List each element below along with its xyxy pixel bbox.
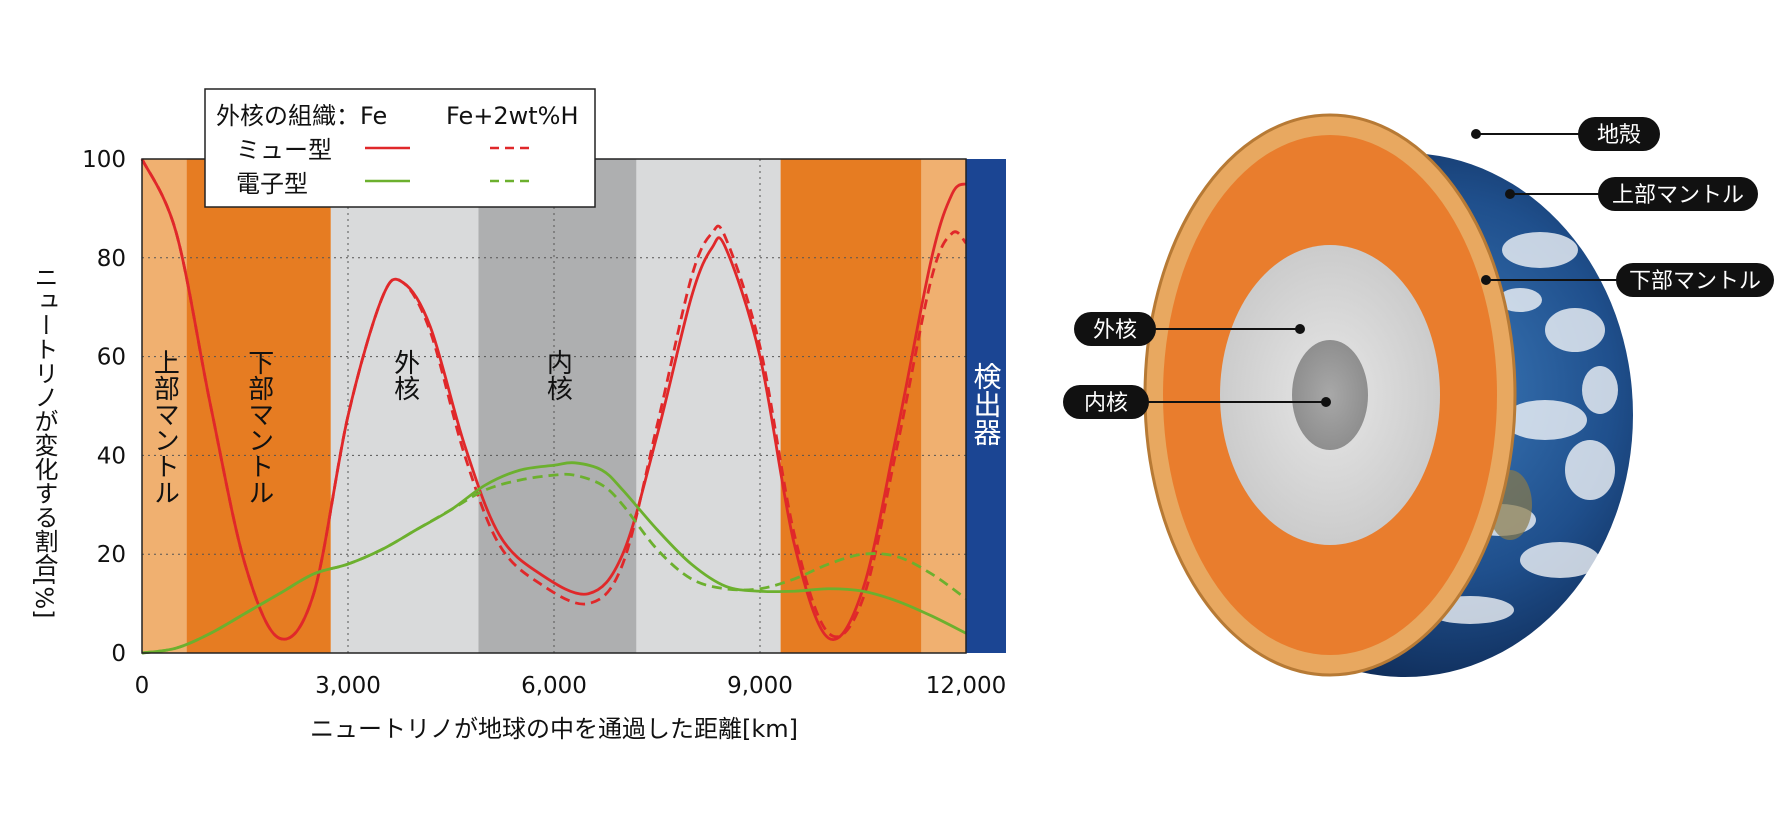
detector-band — [966, 159, 1006, 653]
callout-dot — [1295, 324, 1305, 334]
x-tick-label: 0 — [135, 673, 150, 699]
detector-label: 検出器 — [970, 362, 1003, 446]
region-label: 内核 — [542, 349, 572, 401]
x-tick-label: 12,000 — [926, 673, 1006, 699]
grid — [142, 159, 966, 653]
callout-pill — [1074, 312, 1156, 346]
series-lines — [140, 158, 968, 655]
callout-pill — [1063, 385, 1149, 419]
callout-pill — [1616, 263, 1774, 297]
callout-outer-core: 外核 — [1074, 312, 1305, 346]
region-labels: 上部マントル 下部マントル 外核 内核 — [149, 349, 572, 505]
region-label: 下部マントル — [244, 349, 274, 505]
callout-upper-mantle: 上部マントル — [1505, 177, 1758, 211]
legend-header2: Fe+2wt%H — [446, 102, 579, 130]
y-axis-title: ニュートリノが変化する割合[%] — [30, 265, 58, 619]
callout-inner-core: 内核 — [1063, 385, 1331, 419]
series-line-2 — [141, 461, 967, 655]
region-band — [636, 159, 781, 653]
callout-dot — [1505, 189, 1515, 199]
callout-dot — [1471, 129, 1481, 139]
x-tick-label: 9,000 — [727, 673, 793, 699]
earth-cross-section: 地殻 上部マントル 下部マントル 外核 内核 — [1063, 113, 1774, 677]
legend-label-muon: ミュー型 — [236, 136, 332, 164]
callout-outer-core-label: 外核 — [1093, 318, 1137, 343]
region-band — [478, 159, 637, 653]
callout-lower-mantle: 下部マントル — [1481, 263, 1774, 297]
series-line-3 — [141, 472, 967, 655]
legend-label-electron: 電子型 — [236, 170, 308, 198]
legend: 外核の組織：Fe Fe+2wt%H ミュー型 電子型 — [204, 88, 596, 208]
callout-pill — [1598, 177, 1758, 211]
y-tick-label: 0 — [111, 641, 126, 667]
callout-crust-label: 地殻 — [1597, 123, 1641, 148]
chart: 検出器 上部マントル 下部マントル 外核 内核 0 3,000 6,000 9,000 12,… — [30, 88, 1006, 743]
callout-crust: 地殻 — [1471, 117, 1660, 151]
region-label: 上部マントル — [149, 349, 179, 505]
axis-ticks: 0 3,000 6,000 9,000 12,000 0 20 40 60 80 100 — [82, 147, 1006, 699]
region-band — [330, 159, 479, 653]
callout-lower-mantle-label: 下部マントル — [1629, 269, 1761, 294]
callout-inner-core-label: 内核 — [1084, 391, 1128, 416]
callout-dot — [1321, 397, 1331, 407]
callout-pill — [1578, 117, 1660, 151]
series-line-1 — [140, 158, 968, 641]
inner-core-layer — [1292, 340, 1368, 450]
y-tick-label: 100 — [82, 147, 126, 173]
callout-upper-mantle-label: 上部マントル — [1612, 183, 1744, 208]
region-label: 外核 — [390, 349, 420, 401]
legend-header: 外核の組織：Fe — [216, 102, 387, 130]
x-tick-label: 3,000 — [315, 673, 381, 699]
region-band — [780, 159, 922, 653]
y-tick-label: 20 — [97, 542, 126, 568]
x-tick-label: 6,000 — [521, 673, 587, 699]
x-axis-title: ニュートリノが地球の中を通過した距離[km] — [310, 715, 798, 743]
y-tick-label: 80 — [97, 246, 126, 272]
callout-dot — [1481, 275, 1491, 285]
y-tick-label: 40 — [97, 443, 126, 469]
y-tick-label: 60 — [97, 345, 126, 371]
